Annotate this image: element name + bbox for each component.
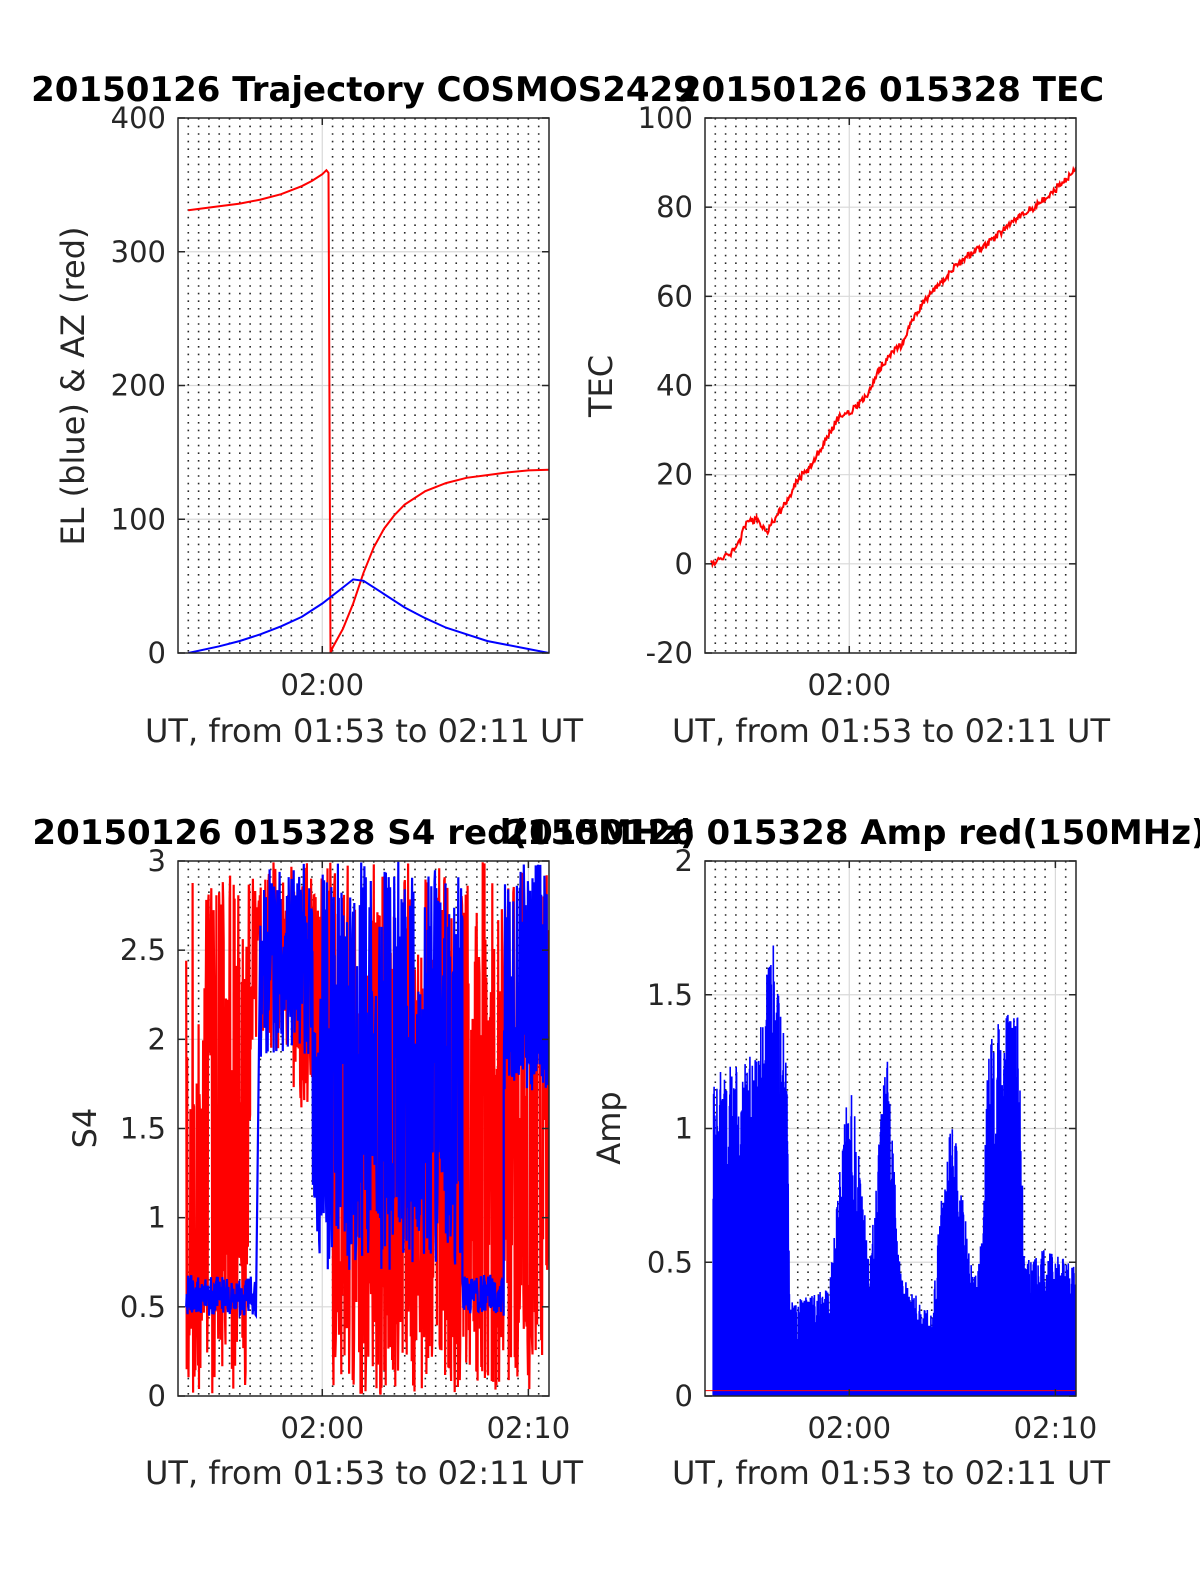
y-tick-label: 0 — [675, 547, 693, 581]
y-tick-label: 60 — [656, 279, 693, 313]
x-tick-label: 02:00 — [280, 668, 364, 702]
ticks: 0 0.5 1 1.5 2 02:00 02:10 — [647, 844, 1097, 1445]
y-tick-label: 80 — [656, 190, 693, 224]
ticks: -20 0 20 40 60 80 100 02:00 — [638, 101, 1076, 702]
panel-title: 20150126 015328 TEC — [678, 70, 1104, 110]
series-line — [185, 862, 549, 1395]
ticks: 0 100 200 300 400 02:00 — [111, 101, 549, 702]
plot-area — [188, 168, 549, 653]
panel-title: 20150126 015328 Amp red(150MHz) — [505, 813, 1200, 853]
x-axis-label: UT, from 01:53 to 02:11 UT — [672, 1454, 1110, 1492]
series-line — [188, 578, 549, 653]
y-tick-label: 0 — [675, 1379, 693, 1413]
y-tick-label: 100 — [111, 502, 166, 536]
y-tick-label: 20 — [656, 458, 693, 492]
y-tick-label: 1 — [675, 1112, 693, 1146]
panel-s4: 0 0.5 1 1.5 2 2.5 3 02:00 02:10 20150126 015328 … — [32, 813, 695, 1492]
y-tick-label: 40 — [656, 369, 693, 403]
grid — [178, 117, 549, 654]
y-tick-label: 3 — [148, 844, 166, 878]
series-line — [185, 861, 549, 1320]
y-tick-label: 2 — [148, 1022, 166, 1056]
plot-area — [185, 861, 549, 1395]
series-line — [188, 168, 549, 653]
y-tick-label: 300 — [111, 235, 166, 269]
x-tick-label: 02:00 — [280, 1411, 364, 1445]
x-tick-label: 02:00 — [807, 668, 891, 702]
y-tick-label: 100 — [638, 101, 693, 135]
y-tick-label: 2.5 — [120, 933, 166, 967]
y-axis-label: TEC — [582, 355, 620, 418]
panel-amp: 0 0.5 1 1.5 2 02:00 02:10 20150126 015328 Amp … — [505, 813, 1200, 1492]
series-line — [712, 945, 1076, 1396]
y-axis-label: EL (blue) & AZ (red) — [54, 226, 92, 545]
y-tick-label: 400 — [111, 101, 166, 135]
ticks: 0 0.5 1 1.5 2 2.5 3 02:00 02:10 — [120, 844, 570, 1445]
plot-area — [705, 945, 1076, 1396]
y-tick-label: 2 — [675, 844, 693, 878]
y-tick-label: 0 — [148, 636, 166, 670]
y-tick-label: 0.5 — [120, 1290, 166, 1324]
y-tick-label: 1.5 — [120, 1112, 166, 1146]
x-axis-label: UT, from 01:53 to 02:11 UT — [672, 712, 1110, 750]
grid — [705, 117, 1076, 654]
x-axis-label: UT, from 01:53 to 02:11 UT — [145, 712, 583, 750]
y-tick-label: 200 — [111, 369, 166, 403]
series-line — [710, 165, 1076, 569]
y-axis-label: S4 — [66, 1108, 104, 1149]
y-tick-label: -20 — [646, 636, 693, 670]
panel-tec: -20 0 20 40 60 80 100 02:00 20150126 015328 TEC… — [582, 70, 1110, 750]
y-tick-label: 0.5 — [647, 1245, 693, 1279]
x-tick-label: 02:00 — [807, 1411, 891, 1445]
x-tick-label: 02:10 — [487, 1411, 571, 1445]
x-axis-label: UT, from 01:53 to 02:11 UT — [145, 1454, 583, 1492]
y-axis-label: Amp — [590, 1091, 628, 1164]
y-tick-label: 1.5 — [647, 978, 693, 1012]
y-tick-label: 1 — [148, 1201, 166, 1235]
panel-title: 20150126 Trajectory COSMOS2429 — [31, 70, 697, 110]
x-tick-label: 02:10 — [1014, 1411, 1098, 1445]
y-tick-label: 0 — [148, 1379, 166, 1413]
panel-title: 20150126 015328 S4 red(150MHz) — [32, 813, 695, 853]
plot-area — [710, 165, 1076, 569]
